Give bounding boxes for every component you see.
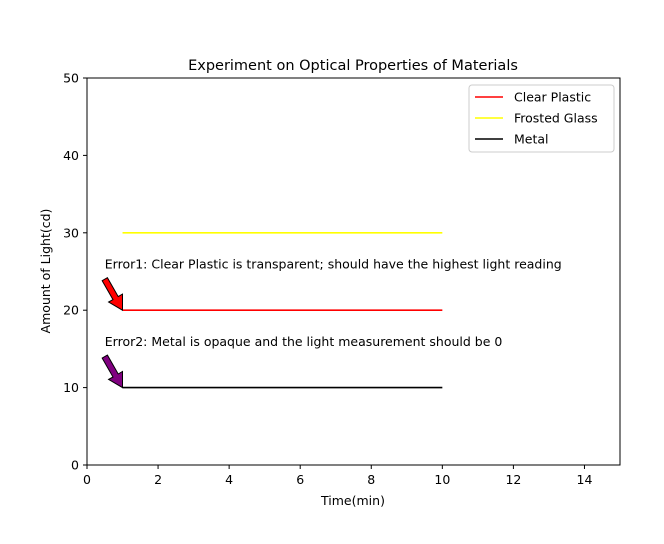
- x-tick-label-2: 4: [225, 472, 233, 487]
- x-tick-label-3: 6: [296, 472, 304, 487]
- annotation-text-1: Error2: Metal is opaque and the light me…: [105, 334, 503, 349]
- x-axis-label: Time(min): [320, 493, 385, 508]
- x-tick-label-0: 0: [83, 472, 91, 487]
- y-tick-label-2: 20: [63, 303, 79, 318]
- annotation-arrow-1: [101, 354, 123, 389]
- y-tick-label-5: 50: [63, 71, 79, 86]
- legend-box: [468, 84, 615, 153]
- y-axis-label: Amount of Light(cd): [38, 209, 53, 334]
- y-tick-label-0: 0: [71, 458, 79, 473]
- plot-area: Error1: Clear Plastic is transparent; sh…: [63, 71, 621, 487]
- annotation-text-0: Error1: Clear Plastic is transparent; sh…: [105, 257, 562, 272]
- x-tick-label-6: 12: [505, 472, 521, 487]
- x-tick-label-5: 10: [434, 472, 450, 487]
- x-tick-label-1: 2: [154, 472, 162, 487]
- x-tick-label-7: 14: [577, 472, 593, 487]
- chart-title: Experiment on Optical Properties of Mate…: [188, 58, 518, 74]
- legend-label-1: Frosted Glass: [514, 111, 598, 126]
- legend-label-2: Metal: [514, 132, 549, 147]
- legend-label-0: Clear Plastic: [514, 90, 591, 105]
- annotation-arrow-0: [101, 277, 123, 312]
- axes-frame: [86, 77, 621, 466]
- x-tick-label-4: 8: [367, 472, 375, 487]
- y-tick-label-1: 10: [63, 380, 79, 395]
- y-tick-label-3: 30: [63, 225, 79, 240]
- y-tick-label-4: 40: [63, 148, 79, 163]
